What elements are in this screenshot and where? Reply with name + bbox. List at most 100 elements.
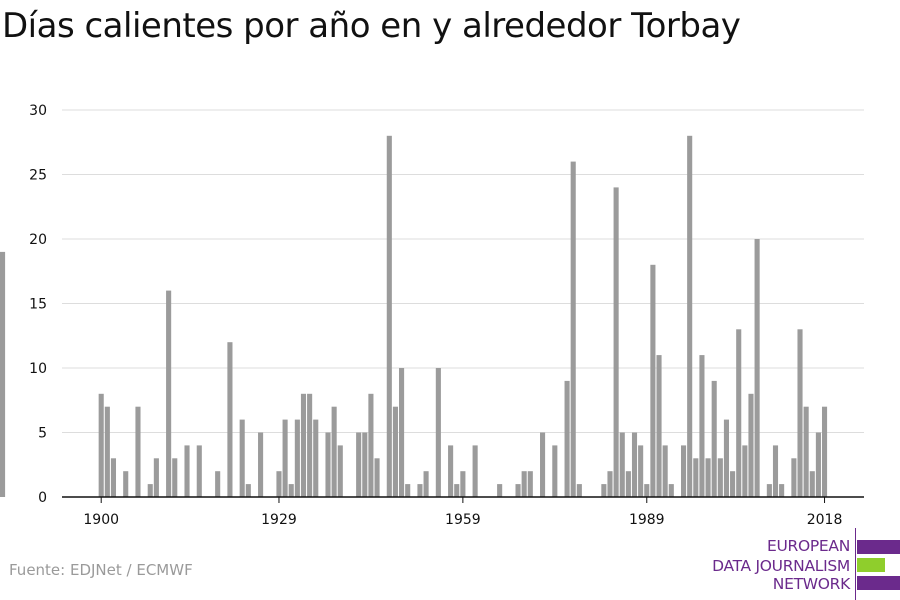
bar-2002 (723, 419, 730, 497)
bar-1988 (638, 445, 644, 497)
bar-1942 (356, 432, 362, 497)
bar-2003 (730, 471, 736, 497)
bar-1978 (576, 484, 582, 497)
bar-2000 (711, 380, 717, 497)
bar-1986 (625, 471, 631, 497)
logo-line-network: NETWORK (772, 575, 851, 593)
grid-lines (62, 109, 864, 433)
bar-2015 (803, 406, 809, 497)
bar-2017 (815, 432, 821, 497)
bar-1976 (564, 380, 570, 497)
bar-2005 (742, 445, 748, 497)
bar-2001 (717, 458, 723, 497)
bar-1953 (423, 471, 429, 497)
bar-1901 (104, 406, 110, 497)
bar-1984 (613, 187, 619, 497)
y-tick-label: 10 (29, 361, 47, 377)
logo-line-data-journalism: DATA JOURNALISM (712, 557, 850, 575)
bar-1937 (325, 432, 331, 497)
bar-1924 (245, 484, 251, 497)
logo-divider (855, 528, 856, 600)
bar-1934 (307, 393, 313, 497)
bars (0, 135, 828, 498)
bar-1959 (460, 471, 466, 497)
bar-2007 (754, 239, 760, 497)
bar-2010 (772, 445, 779, 497)
bar-1948 (392, 406, 398, 497)
bar-1909 (153, 458, 159, 497)
bar-1974 (552, 445, 558, 497)
bar-1992 (662, 445, 668, 497)
source-note: Fuente: EDJNet / ECMWF (9, 561, 193, 579)
bar-1923 (239, 419, 245, 497)
bar-2004 (736, 329, 742, 497)
y-tick-label: 5 (38, 426, 47, 442)
bar-1977 (570, 161, 576, 497)
bar-1904 (123, 471, 129, 497)
bar-1995 (681, 445, 687, 497)
x-tick-label: 1959 (445, 512, 481, 528)
logo-bar-green (857, 558, 885, 572)
bar-2016 (809, 471, 815, 497)
axes: 0 5 10 15 20 25 30 1900 1929 1959 1989 2018 (29, 103, 864, 528)
bar-1938 (331, 406, 337, 497)
bar-1906 (135, 406, 141, 497)
bar-1989 (644, 484, 650, 497)
x-tick-label: 1989 (629, 512, 665, 528)
bar-1921 (227, 342, 233, 497)
chart-title: Días calientes por año en y alrededor To… (2, 6, 741, 46)
bar-1983 (607, 471, 613, 497)
bar-1968 (515, 484, 521, 497)
x-tick-label: 1900 (83, 512, 119, 528)
x-tick-label: 1929 (261, 512, 297, 528)
y-tick-label: 0 (38, 490, 47, 506)
bar-1912 (172, 458, 178, 497)
bar-2006 (748, 393, 754, 497)
bar-1911 (166, 290, 172, 497)
bar-1999 (705, 458, 711, 497)
x-tick-label: 2018 (807, 512, 843, 528)
bar-1952 (417, 484, 423, 497)
bar-1987 (631, 432, 638, 497)
bar-1970 (527, 471, 533, 497)
bar-2018 (821, 406, 828, 497)
logo-bar-purple-top (857, 540, 900, 554)
bar-1972 (540, 432, 546, 497)
bar-1982 (601, 484, 607, 497)
bar-1947 (386, 135, 392, 498)
y-tick-label: 20 (29, 232, 47, 248)
bar-1939 (337, 445, 343, 497)
bar-1908 (147, 484, 153, 497)
bar-1931 (288, 484, 294, 497)
bar-1930 (282, 419, 288, 497)
logo-line-european: EUROPEAN (766, 537, 850, 555)
bar-1991 (656, 355, 662, 497)
y-tick-label: 30 (29, 103, 47, 119)
bar-1919 (215, 471, 221, 497)
bar-1929 (276, 471, 282, 497)
bar-1985 (619, 432, 625, 497)
bar-1945 (374, 458, 380, 497)
bar-1965 (497, 484, 503, 497)
bar-1914 (184, 445, 190, 497)
bar-1958 (454, 484, 460, 497)
bar-1961 (472, 445, 478, 497)
logo-bar-purple-bottom (857, 576, 900, 590)
bar-1944 (368, 393, 374, 497)
bar-1955 (435, 368, 441, 497)
bar-1957 (448, 445, 454, 497)
bar-1916 (196, 445, 202, 497)
bar-1935 (313, 419, 319, 497)
bar-2014 (797, 329, 803, 497)
bar-1900 (98, 393, 104, 497)
bar-1926 (258, 432, 264, 497)
bar-2011 (779, 484, 785, 497)
bar-2009 (766, 484, 772, 497)
bar-1943 (362, 432, 368, 497)
bar-1932 (294, 419, 300, 497)
bar-1996 (687, 135, 693, 498)
bar-1998 (699, 355, 705, 497)
bar-undefined (0, 251, 6, 497)
edjnet-logo: EUROPEAN DATA JOURNALISM NETWORK (700, 528, 900, 600)
